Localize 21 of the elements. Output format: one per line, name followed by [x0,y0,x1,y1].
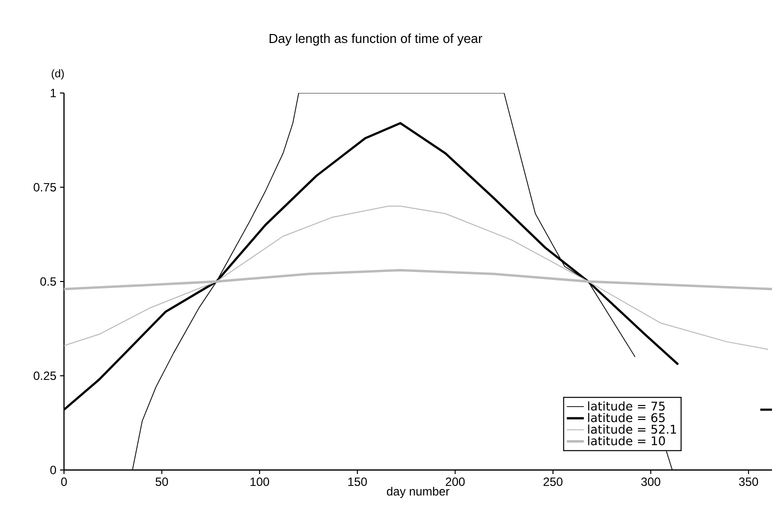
y-tick-label: 0 [50,466,56,474]
x-tick-label: 150 [348,478,367,486]
x-tick-label: 50 [156,478,168,486]
legend-label: latitude = 75 [588,401,665,411]
y-tick-label: 0.5 [40,277,56,286]
legend-label: latitude = 52.1 [588,424,676,434]
y-tick-label: 0.75 [34,183,56,192]
x-axis-title: day number [386,486,450,498]
chart-title: Day length as function of time of year [270,34,482,46]
line-series [64,206,769,350]
x-tick-label: 350 [739,478,758,486]
x-tick-label: 100 [250,478,270,486]
x-tick-label: 250 [544,478,562,486]
x-tick-label: 0 [61,478,67,486]
x-tick-label: 300 [641,478,660,486]
y-tick-label: 1 [50,88,56,98]
x-tick-label: 200 [446,478,465,486]
y-axis-title: (d) [52,69,64,80]
legend-label: latitude = 10 [588,436,665,446]
legend-label: latitude = 65 [588,412,665,422]
y-tick-label: 0.25 [34,372,56,380]
